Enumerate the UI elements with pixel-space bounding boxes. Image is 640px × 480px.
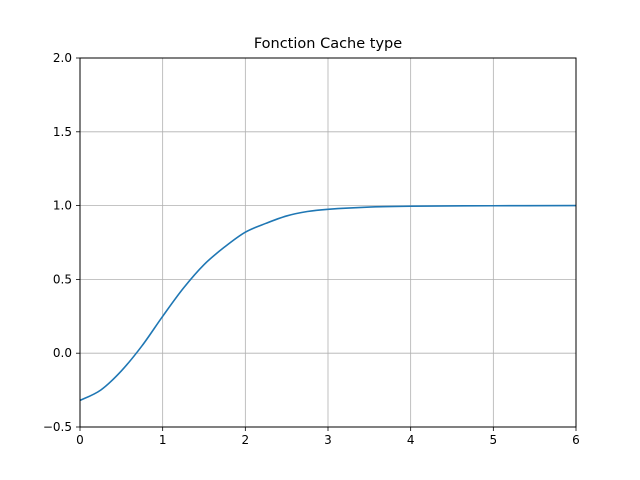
series-line-0	[79, 204, 577, 402]
y-axis: −0.5 0.0 0.5 1.0 1.5 2.0	[43, 51, 80, 434]
y-tick-label: 2.0	[53, 51, 72, 65]
y-tick-label: 1.5	[53, 125, 72, 139]
x-tick-label: 4	[407, 433, 415, 447]
y-tick-label: 0.5	[53, 272, 72, 286]
x-axis: 0 1 2 3 4 5 6	[76, 427, 580, 447]
x-tick-label: 5	[490, 433, 498, 447]
x-tick-label: 3	[324, 433, 332, 447]
x-tick-label: 6	[572, 433, 580, 447]
y-tick-label: −0.5	[43, 420, 72, 434]
chart-title: Fonction Cache type	[254, 36, 402, 52]
x-tick-label: 0	[76, 433, 84, 447]
x-tick-label: 2	[242, 433, 250, 447]
y-tick-label: 0.0	[53, 346, 72, 360]
y-tick-label: 1.0	[53, 199, 72, 213]
x-tick-label: 1	[159, 433, 167, 447]
grid	[79, 57, 577, 428]
series-layer	[79, 204, 577, 402]
